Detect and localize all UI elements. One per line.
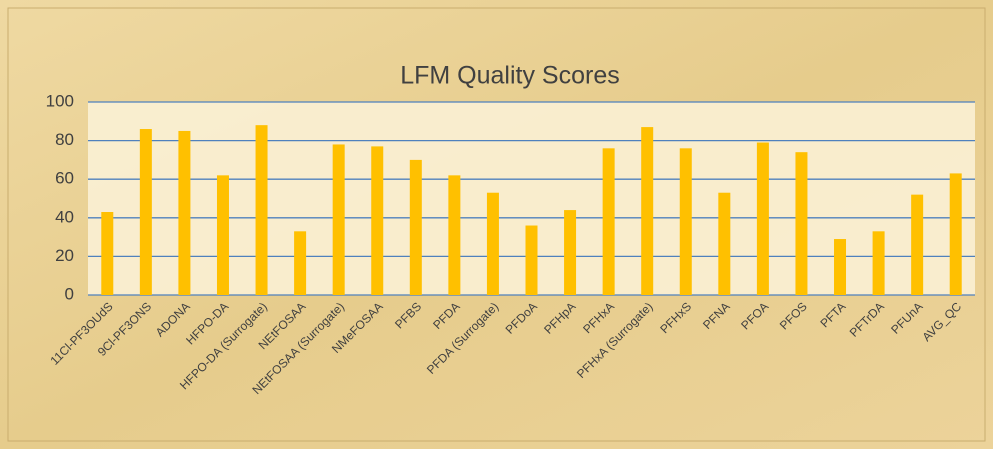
y-tick-label: 100: [46, 91, 74, 110]
bar: [718, 192, 731, 295]
bar: [795, 152, 808, 295]
bar: [872, 231, 885, 295]
bar: [641, 127, 654, 295]
chart-border: [7, 7, 986, 442]
bar: [332, 144, 345, 295]
y-tick-label: 80: [55, 130, 74, 149]
bar: [255, 125, 268, 295]
y-tick-label: 60: [55, 169, 74, 188]
bar: [216, 175, 229, 295]
bar: [294, 231, 307, 295]
bar: [409, 159, 422, 295]
bar: [178, 130, 191, 295]
y-tick-label: 40: [55, 207, 74, 226]
bar: [448, 175, 461, 295]
bar: [602, 148, 615, 295]
bar: [949, 173, 962, 295]
bar: [756, 142, 769, 295]
chart-title: LFM Quality Scores: [400, 62, 620, 90]
bar: [564, 210, 577, 295]
bar: [101, 212, 114, 295]
bar: [371, 146, 384, 295]
bar: [679, 148, 692, 295]
bar: [911, 194, 924, 295]
bar: [525, 225, 538, 295]
bar: [139, 129, 152, 295]
bar: [486, 192, 499, 295]
y-tick-label: 20: [55, 246, 74, 265]
bar: [834, 239, 847, 295]
y-tick-label: 0: [65, 284, 74, 303]
